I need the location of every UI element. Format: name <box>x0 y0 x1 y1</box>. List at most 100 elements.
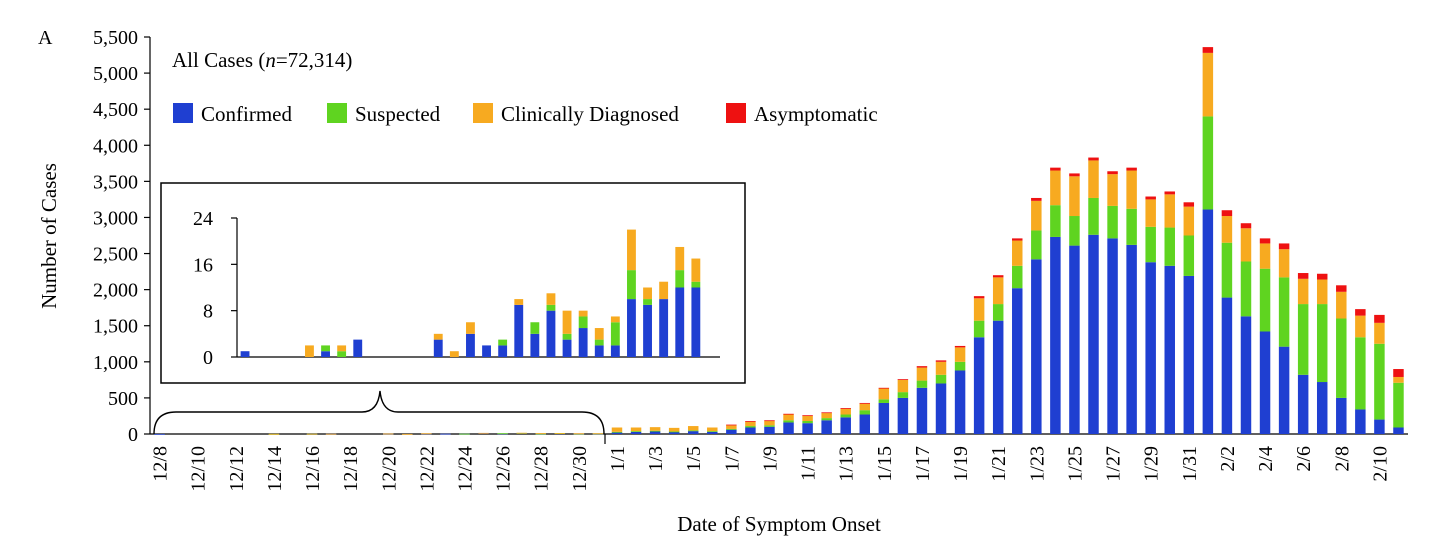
bar-confirmed <box>1164 265 1175 434</box>
inset-bar-confirmed <box>240 351 250 357</box>
bar-confirmed <box>1336 397 1347 434</box>
bar-clinically-diagnosed <box>649 427 661 431</box>
bar-asymptomatic <box>1069 173 1080 177</box>
y-tick-label: 0 <box>128 424 138 446</box>
bar-clinically-diagnosed <box>1164 194 1175 228</box>
bar-suspected <box>1240 261 1252 317</box>
bar-clinically-diagnosed <box>954 347 966 362</box>
bar-confirmed <box>726 429 737 434</box>
inset-bar-confirmed <box>466 333 475 357</box>
bar-clinically-diagnosed <box>1126 170 1137 209</box>
bar-confirmed <box>878 402 890 434</box>
bar-confirmed <box>1221 297 1233 434</box>
bar-confirmed <box>954 370 966 434</box>
bar-confirmed <box>1126 244 1137 434</box>
inset-y-tick-label: 0 <box>203 347 213 369</box>
inset-bar-confirmed <box>482 345 491 357</box>
bar-suspected <box>630 431 642 432</box>
bar-clinically-diagnosed <box>821 413 832 419</box>
inset-bar-confirmed <box>691 287 701 357</box>
x-tick-label: 1/11 <box>798 446 820 481</box>
bar-suspected <box>764 425 775 427</box>
bar-confirmed <box>1259 331 1271 434</box>
bar-asymptomatic <box>1145 196 1156 200</box>
inset-bar-confirmed <box>498 345 508 357</box>
x-tick-label: 12/24 <box>455 446 477 492</box>
inset-bar-confirmed <box>433 339 443 357</box>
bar-suspected <box>1278 277 1290 347</box>
inset-bar-clinically-diagnosed <box>433 333 443 340</box>
bar-confirmed <box>1393 427 1404 434</box>
bar-clinically-diagnosed <box>402 433 413 435</box>
y-tick-label: 5,000 <box>93 63 138 85</box>
bar-asymptomatic <box>1183 202 1195 207</box>
inset-bar-suspected <box>675 270 685 288</box>
bar-confirmed <box>1012 288 1023 434</box>
bar-clinically-diagnosed <box>897 379 909 393</box>
annotation-n: n <box>265 48 276 72</box>
x-tick-label: 1/25 <box>1064 446 1086 482</box>
x-tick-label: 12/10 <box>188 446 210 492</box>
bar-confirmed <box>1050 236 1061 434</box>
bar-confirmed <box>1240 316 1252 434</box>
bar-asymptomatic <box>1107 171 1118 175</box>
bar-asymptomatic <box>859 402 871 404</box>
legend-label-suspected: Suspected <box>355 102 441 126</box>
bar-confirmed <box>916 387 928 434</box>
bar-clinically-diagnosed <box>1240 228 1252 262</box>
bar-clinically-diagnosed <box>859 403 871 411</box>
case-count-annotation: All Cases (n=72,314) <box>172 48 352 72</box>
bar-suspected <box>783 420 794 423</box>
bar-confirmed <box>745 427 756 434</box>
bar-clinically-diagnosed <box>1374 322 1385 344</box>
bar-suspected <box>878 399 890 403</box>
bar-confirmed <box>783 422 794 434</box>
inset-bar-clinically-diagnosed <box>546 293 556 305</box>
inset-bar-confirmed <box>627 299 636 357</box>
bar-confirmed <box>992 320 1004 434</box>
bar-confirmed <box>1145 262 1156 434</box>
bar-suspected <box>649 430 661 432</box>
bar-suspected <box>1145 226 1156 263</box>
bar-suspected <box>497 433 508 435</box>
bar-confirmed <box>1107 238 1118 434</box>
inset-bar-clinically-diagnosed <box>610 316 620 323</box>
bar-suspected <box>459 433 470 435</box>
bar-clinically-diagnosed <box>668 427 680 432</box>
x-tick-label: 2/2 <box>1217 446 1239 472</box>
bar-suspected <box>916 380 928 388</box>
bar-clinically-diagnosed <box>1202 52 1214 117</box>
main-bars <box>154 47 1404 435</box>
bar-confirmed <box>440 433 451 435</box>
bar-clinically-diagnosed <box>840 408 851 415</box>
bar-asymptomatic <box>1012 238 1023 241</box>
bar-asymptomatic <box>1240 223 1252 229</box>
bar-suspected <box>992 304 1004 321</box>
bar-confirmed <box>668 431 680 434</box>
x-tick-label: 1/23 <box>1026 446 1048 482</box>
bar-asymptomatic <box>1164 191 1175 195</box>
bar-clinically-diagnosed <box>707 427 718 432</box>
bar-asymptomatic <box>935 360 947 362</box>
bar-confirmed <box>1031 259 1042 434</box>
y-tick-label: 2,500 <box>93 244 138 266</box>
bar-confirmed <box>649 431 661 434</box>
bar-clinically-diagnosed <box>306 433 318 435</box>
x-tick-label: 2/10 <box>1369 446 1391 482</box>
bar-clinically-diagnosed <box>687 426 699 431</box>
bar-suspected <box>935 374 947 384</box>
bar-suspected <box>1164 227 1175 266</box>
bar-confirmed <box>764 426 775 434</box>
x-tick-label: 1/27 <box>1103 446 1125 482</box>
bar-clinically-diagnosed <box>1145 199 1156 227</box>
inset-bar-suspected <box>562 333 572 340</box>
bar-asymptomatic <box>973 296 985 299</box>
x-tick-label: 1/19 <box>950 446 972 482</box>
bar-clinically-diagnosed <box>325 433 337 435</box>
inset-bars <box>240 229 701 357</box>
bar-suspected <box>859 410 871 415</box>
bar-asymptomatic <box>1031 197 1042 201</box>
inset-bar-confirmed <box>353 339 363 357</box>
bar-suspected <box>611 431 623 433</box>
